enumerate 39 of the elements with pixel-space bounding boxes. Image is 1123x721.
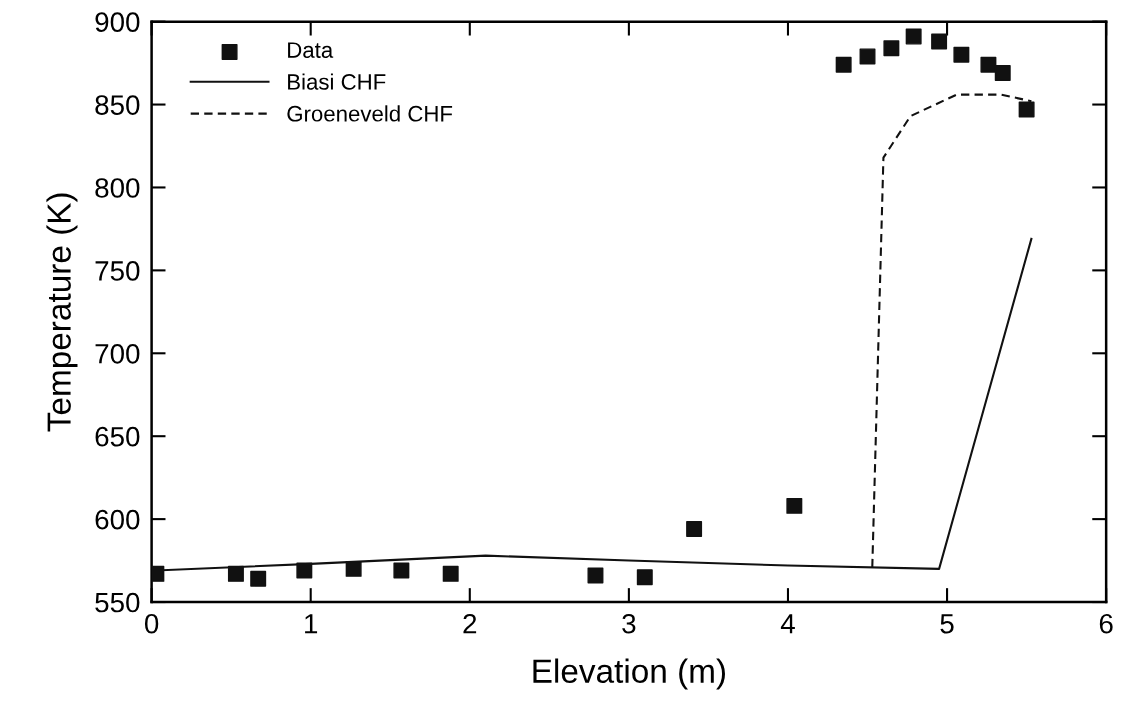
point	[686, 521, 703, 538]
point	[994, 65, 1011, 82]
point	[345, 560, 362, 577]
legend-label: Data	[288, 42, 334, 58]
x-tick-label: 2	[463, 613, 477, 634]
x-tick-label: 1	[305, 614, 318, 634]
point	[786, 497, 803, 514]
point	[883, 40, 900, 57]
point	[859, 48, 876, 65]
x-tick-label: 3	[622, 613, 636, 634]
legend-label: Biasi CHF	[288, 73, 386, 90]
y-tick-label: 900	[95, 12, 140, 32]
point	[835, 56, 852, 73]
point	[1018, 101, 1035, 118]
x-tick-label: 5	[940, 614, 954, 634]
y-tick-label: 750	[95, 261, 140, 281]
point	[250, 570, 267, 587]
x-axis-title: Elevation (m)	[533, 658, 725, 690]
point	[393, 562, 410, 579]
point	[227, 565, 244, 582]
point	[636, 569, 653, 586]
y-tick-label: 850	[95, 95, 140, 115]
point	[980, 56, 997, 73]
y-tick-label: 550	[95, 592, 140, 613]
x-tick-label: 0	[144, 613, 159, 634]
x-tick-label: 6	[1099, 613, 1113, 634]
x-tick-label: 4	[780, 614, 795, 634]
point	[953, 46, 970, 63]
point	[296, 562, 313, 579]
y-tick-label: 600	[95, 509, 140, 530]
y-axis-title: Temperature (K)	[46, 193, 78, 432]
point	[931, 33, 948, 50]
point	[905, 28, 922, 45]
y-tick-label: 700	[95, 343, 140, 364]
legend-label: Groeneveld CHF	[287, 105, 453, 122]
point	[442, 565, 459, 582]
point	[587, 567, 604, 584]
y-tick-label: 800	[95, 178, 140, 198]
y-tick-label: 650	[95, 426, 140, 447]
